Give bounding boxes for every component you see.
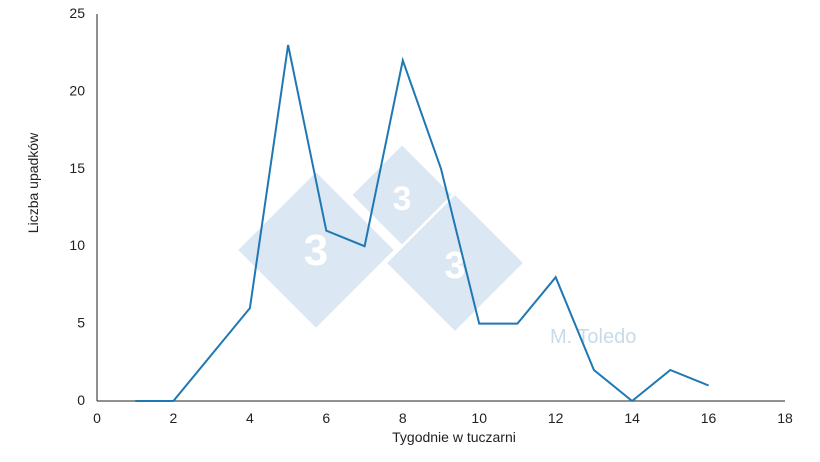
y-tick-label: 0 [77, 392, 85, 408]
x-tick-label: 18 [777, 410, 793, 426]
y-tick-label: 15 [69, 160, 85, 176]
x-tick-label: 16 [701, 410, 717, 426]
x-tick-label: 8 [399, 410, 407, 426]
x-tick-label: 0 [93, 410, 101, 426]
watermark-text: M. Toledo [550, 326, 636, 348]
x-tick-label: 2 [170, 410, 178, 426]
x-tick-label: 6 [322, 410, 330, 426]
x-tick-labels: 0 2 4 6 8 10 12 14 16 18 [93, 410, 793, 426]
watermark: 3 3 3 M. Toledo [238, 145, 636, 348]
watermark-digit-top: 3 [393, 180, 412, 218]
y-tick-label: 10 [69, 237, 85, 253]
watermark-digit-left: 3 [304, 226, 328, 275]
y-tick-label: 25 [69, 5, 85, 21]
y-axis-label: Liczba upadków [25, 132, 41, 233]
x-axis-label: Tygodnie w tuczarni [392, 429, 516, 445]
x-tick-label: 10 [471, 410, 487, 426]
x-tick-label: 4 [246, 410, 254, 426]
y-tick-labels: 0 5 10 15 20 25 [69, 5, 85, 408]
y-tick-label: 5 [77, 315, 85, 331]
watermark-digit-right: 3 [444, 245, 465, 287]
watermark-diamond-left: 3 [238, 172, 394, 328]
x-tick-label: 14 [624, 410, 640, 426]
watermark-diamond-top: 3 [352, 145, 452, 245]
x-tick-label: 12 [548, 410, 564, 426]
series-layer [135, 44, 709, 403]
y-tick-label: 20 [69, 82, 85, 98]
